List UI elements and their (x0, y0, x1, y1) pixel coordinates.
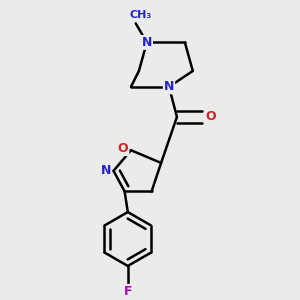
Text: O: O (118, 142, 128, 155)
Text: CH₃: CH₃ (129, 11, 152, 20)
Text: O: O (205, 110, 216, 123)
Text: N: N (164, 80, 174, 93)
Text: N: N (142, 36, 152, 49)
Text: F: F (124, 285, 132, 298)
Text: N: N (100, 164, 111, 177)
